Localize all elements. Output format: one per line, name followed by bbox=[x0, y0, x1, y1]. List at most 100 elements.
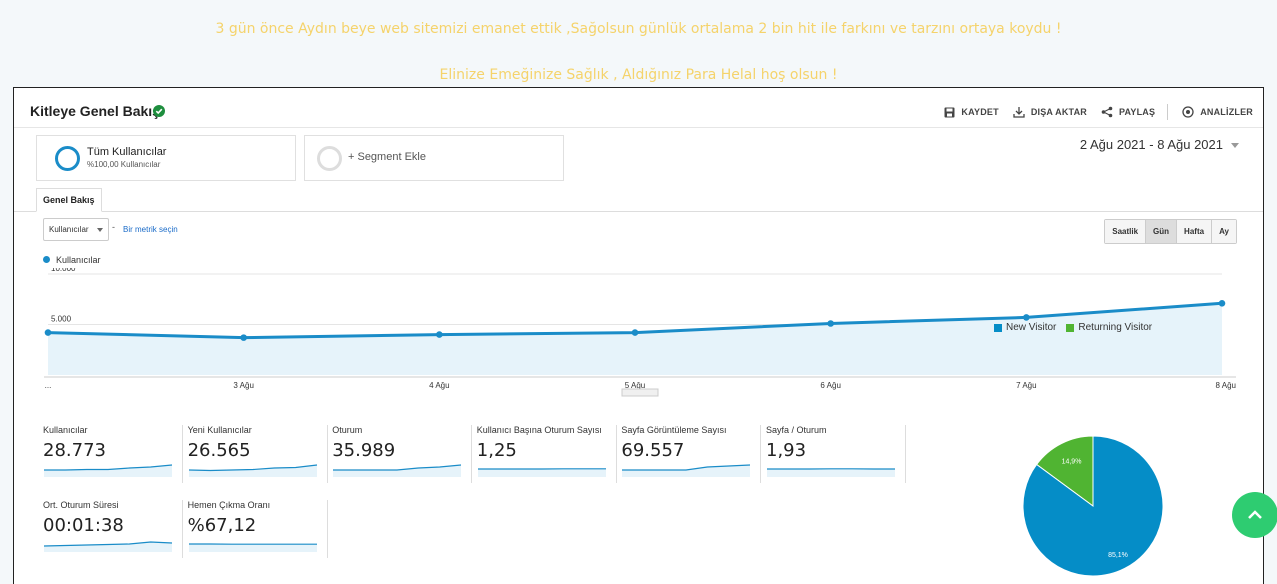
legend-label: Kullanıcılar bbox=[56, 255, 101, 265]
legend-dot bbox=[43, 256, 50, 263]
date-range-picker[interactable]: 2 Ağu 2021 - 8 Ağu 2021 bbox=[1080, 137, 1239, 152]
sparkline bbox=[477, 468, 606, 477]
data-point bbox=[44, 329, 52, 336]
scorecard-value: %67,12 bbox=[187, 515, 257, 536]
analytics-screenshot: Kitleye Genel Bakış KAYDET DIŞA AKTAR PA… bbox=[13, 87, 1264, 584]
share-icon bbox=[1101, 106, 1113, 118]
sparkline bbox=[622, 464, 751, 477]
save-button[interactable]: KAYDET bbox=[944, 107, 999, 118]
tab-divider bbox=[14, 211, 1263, 212]
sparkline-line bbox=[622, 464, 751, 471]
pie-legend-item: New Visitor bbox=[994, 322, 1056, 333]
scorecard[interactable]: Kullanıcı Başına Oturum Sayısı 1,25 bbox=[477, 425, 617, 483]
insights-button[interactable]: ANALİZLER bbox=[1182, 106, 1253, 118]
scorecard[interactable]: Sayfa / Oturum 1,93 bbox=[766, 425, 906, 483]
report-header: Kitleye Genel Bakış KAYDET DIŞA AKTAR PA… bbox=[14, 88, 1263, 128]
data-point bbox=[436, 331, 443, 338]
scorecard-value: 1,93 bbox=[766, 440, 807, 461]
sparkline-area bbox=[767, 468, 895, 477]
pie-slice-label: 85,1% bbox=[1108, 552, 1128, 559]
scorecard-value: 26.565 bbox=[187, 440, 251, 461]
metric-separator: - bbox=[112, 222, 115, 232]
x-tick-label: 8 Ağu bbox=[1216, 381, 1236, 390]
y-tick-label: 10.000 bbox=[51, 268, 76, 273]
scorecard[interactable]: Oturum 35.989 bbox=[332, 425, 473, 483]
add-segment-label: + Segment Ekle bbox=[348, 151, 426, 163]
x-tick-label: 7 Ağu bbox=[1016, 381, 1036, 390]
data-point bbox=[631, 329, 639, 336]
period-week[interactable]: Hafta bbox=[1176, 220, 1212, 243]
sparkline-line bbox=[333, 464, 462, 471]
save-icon bbox=[944, 107, 955, 117]
scorecard-label: Sayfa Görüntüleme Sayısı bbox=[621, 425, 727, 435]
scorecard[interactable]: Sayfa Görüntüleme Sayısı 69.557 bbox=[621, 425, 762, 483]
share-button[interactable]: PAYLAŞ bbox=[1101, 106, 1155, 118]
sparkline bbox=[188, 543, 317, 552]
scorecard-label: Kullanıcı Başına Oturum Sayısı bbox=[476, 425, 602, 435]
metric-dropdown[interactable]: Kullanıcılar bbox=[43, 218, 109, 241]
scorecard-value: 00:01:38 bbox=[43, 515, 124, 536]
y-tick-label: 5.000 bbox=[51, 315, 72, 324]
x-tick-label: 5 Ağu bbox=[625, 381, 645, 390]
sparkline bbox=[333, 464, 462, 477]
period-toggle: Saatlik Gün Hafta Ay bbox=[1104, 219, 1237, 244]
sparkline-line bbox=[44, 464, 173, 471]
insights-icon bbox=[1182, 106, 1194, 118]
sparkline-area bbox=[44, 542, 172, 552]
download-icon bbox=[1013, 107, 1025, 118]
sparkline bbox=[188, 464, 317, 477]
pie-slice bbox=[1022, 435, 1164, 577]
legend-swatch bbox=[1066, 323, 1075, 332]
data-point bbox=[1218, 299, 1226, 307]
scorecard-label: Ort. Oturum Süresi bbox=[43, 500, 119, 510]
insights-label: ANALİZLER bbox=[1200, 107, 1253, 117]
scorecard-value: 28.773 bbox=[43, 440, 106, 461]
sparkline bbox=[767, 468, 895, 477]
scorecard-value: 35.989 bbox=[332, 440, 396, 461]
scroll-to-top-button[interactable] bbox=[1232, 492, 1277, 538]
share-label: PAYLAŞ bbox=[1118, 107, 1156, 117]
scorecard-label: Oturum bbox=[332, 425, 363, 435]
segment-empty-ring-icon bbox=[317, 146, 342, 171]
segment-all-users[interactable]: Tüm Kullanıcılar %100,00 Kullanıcılar bbox=[36, 135, 296, 181]
series-area bbox=[48, 303, 1222, 375]
sparkline-line bbox=[43, 541, 173, 547]
testimonial-line-2: Elinize Emeğinize Sağlık , Aldığınız Par… bbox=[439, 67, 838, 83]
sparkline bbox=[43, 541, 173, 552]
save-label: KAYDET bbox=[961, 107, 999, 117]
add-segment-button[interactable]: + Segment Ekle bbox=[304, 135, 564, 181]
scorecard-label: Yeni Kullanıcılar bbox=[187, 425, 252, 435]
select-metric-link[interactable]: Bir metrik seçin bbox=[123, 225, 178, 234]
tab-overview[interactable]: Genel Bakış bbox=[36, 188, 102, 212]
legend-swatch bbox=[994, 323, 1002, 332]
chart-resize-handle bbox=[621, 388, 659, 397]
data-point bbox=[1023, 314, 1030, 321]
x-tick-label: 3 Ağu bbox=[233, 381, 253, 390]
data-point bbox=[240, 334, 247, 341]
period-month[interactable]: Ay bbox=[1211, 220, 1236, 243]
chevron-down-icon bbox=[97, 228, 103, 232]
period-hourly[interactable]: Saatlik bbox=[1105, 220, 1146, 243]
verified-check-icon bbox=[153, 105, 165, 117]
x-tick-label: 4 Ağu bbox=[429, 381, 449, 390]
data-point bbox=[827, 320, 834, 327]
pie-slice bbox=[1035, 435, 1094, 507]
divider bbox=[1167, 104, 1169, 120]
pie-legend-label: Returning Visitor bbox=[1078, 322, 1153, 333]
segment-ring-icon bbox=[55, 146, 80, 171]
segment-name: Tüm Kullanıcılar bbox=[87, 146, 167, 158]
scorecard-value: 1,25 bbox=[476, 440, 517, 461]
scorecard[interactable]: Hemen Çıkma Oranı %67,12 bbox=[188, 500, 328, 558]
x-tick-label: ... bbox=[45, 381, 52, 390]
period-day[interactable]: Gün bbox=[1145, 220, 1177, 243]
sparkline-area bbox=[622, 465, 751, 477]
export-button[interactable]: DIŞA AKTAR bbox=[1013, 106, 1087, 118]
scorecard[interactable]: Yeni Kullanıcılar 26.565 bbox=[188, 425, 328, 483]
scorecard-label: Kullanıcılar bbox=[43, 425, 88, 435]
scorecard[interactable]: Ort. Oturum Süresi 00:01:38 bbox=[43, 500, 183, 558]
scorecard[interactable]: Kullanıcılar 28.773 bbox=[43, 425, 183, 483]
report-actions: KAYDET DIŞA AKTAR PAYLAŞ ANALİZLER bbox=[930, 104, 1253, 120]
chevron-down-icon bbox=[1231, 143, 1239, 149]
report-title: Kitleye Genel Bakış bbox=[30, 103, 160, 119]
sparkline bbox=[44, 464, 173, 477]
